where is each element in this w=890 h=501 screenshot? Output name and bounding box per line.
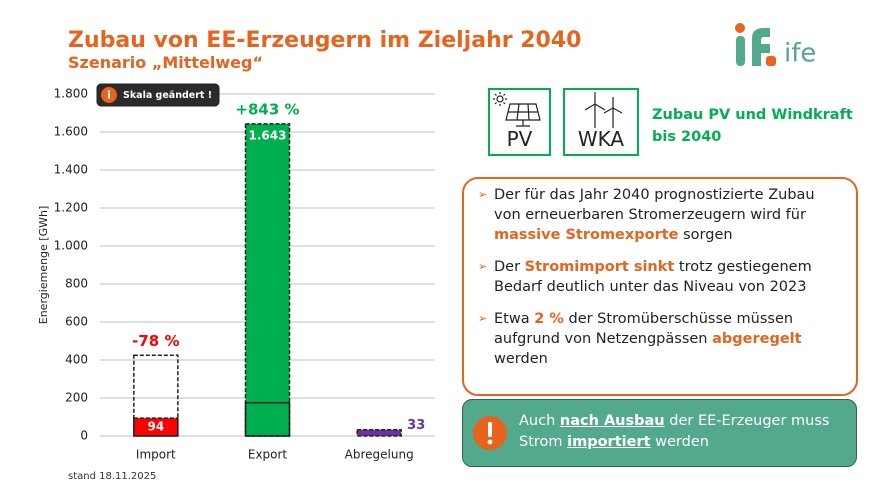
y-tick-label: 400	[65, 353, 88, 367]
highlight-text: Stromimport sinkt	[524, 259, 675, 275]
x-tick-label: Import	[136, 448, 176, 462]
title: Zubau von EE-Erzeugern im Zieljahr 2040	[68, 28, 582, 53]
bar	[244, 123, 291, 437]
y-tick-label: 1.200	[54, 201, 88, 215]
footer: stand 18.11.2025	[68, 471, 157, 482]
highlight-text: massive Stromexporte	[494, 227, 679, 243]
y-tick-label: 600	[65, 315, 88, 329]
value-label: 1.643	[249, 128, 287, 142]
change-label: +843 %	[235, 100, 299, 118]
heading-line: bis 2040	[652, 129, 722, 145]
emphasis-text: nach Ausbau	[559, 413, 665, 429]
y-tick-label: 1.800	[54, 87, 88, 101]
value-label: 94	[147, 420, 164, 434]
bullet-text: sorgen	[678, 227, 733, 243]
highlight-text: abgeregelt	[712, 331, 802, 347]
icon-label: WKA	[577, 127, 625, 151]
callout-segment: der EE-Erzeuger muss Strom	[519, 413, 830, 450]
scale-badge: i Skala geändert !	[96, 83, 220, 107]
logo-text: ife	[784, 39, 816, 69]
bullet: Der Stromimport sinkt trotz gestiegenem …	[478, 257, 844, 297]
y-tick-label: 800	[65, 277, 88, 291]
callout: Auch nach Ausbau der EE-Erzeuger muss St…	[462, 399, 857, 467]
pv-icon: PV	[488, 88, 551, 156]
solar-panel	[493, 92, 541, 127]
reference-bar	[133, 354, 179, 437]
bullet: Etwa 2 % der Stromüberschüsse müssen auf…	[478, 309, 844, 369]
value-label: 33	[407, 418, 425, 433]
callout-segment: werden	[650, 434, 709, 450]
y-tick-label: 0	[80, 429, 88, 443]
subtitle: Szenario „Mittelweg“	[68, 53, 263, 72]
bullet-text: Der für das Jahr 2040 prognostizierte Zu…	[494, 187, 815, 223]
x-tick-label: Abregelung	[345, 448, 414, 462]
y-tick-label: 1.400	[54, 163, 88, 177]
x-tick-label: Export	[248, 448, 288, 462]
bullet-text: der Stromüberschüsse müssen aufgrund von…	[494, 311, 794, 347]
heading-line: Zubau PV und Windkraft	[652, 107, 853, 123]
emphasis-text: importiert	[567, 434, 651, 450]
callout-text: Auch nach Ausbau der EE-Erzeuger muss St…	[519, 411, 844, 453]
logo: ife	[735, 23, 816, 69]
badge-box	[96, 83, 220, 107]
badge-icon-text: i	[107, 89, 111, 102]
highlight-text: 2 %	[534, 311, 564, 327]
bullet: Der für das Jahr 2040 prognostizierte Zu…	[478, 185, 844, 245]
bar	[356, 428, 402, 437]
bullet-text: Etwa	[494, 311, 535, 327]
y-axis-label: Energiemenge [GWh]	[37, 206, 50, 324]
warning-icon	[473, 416, 507, 450]
panel-heading: Zubau PV und Windkraft bis 2040	[652, 104, 853, 148]
wka-icon: WKA	[563, 88, 639, 156]
badge-text: Skala geändert !	[123, 90, 212, 101]
icon-label: PV	[506, 127, 533, 151]
badge-icon	[101, 87, 117, 103]
y-tick-label: 1.000	[54, 239, 88, 253]
bullet-text: werden	[494, 351, 548, 367]
change-label: -78 %	[132, 332, 179, 350]
y-tick-label: 200	[65, 391, 88, 405]
bullet-text: trotz gestiegenem Bedarf deutlich unter …	[494, 259, 812, 295]
chart: 0 200 400 600 800 1.000 1.200 1.400 1.600 1.800 En…	[37, 83, 435, 462]
bullet-text: Der	[494, 259, 525, 275]
reference-bar	[244, 402, 291, 437]
callout-segment: Auch	[519, 413, 560, 429]
wind-turbines	[584, 92, 623, 128]
y-tick-label: 1.600	[54, 125, 88, 139]
bullet-box: Der für das Jahr 2040 prognostizierte Zu…	[462, 177, 858, 396]
